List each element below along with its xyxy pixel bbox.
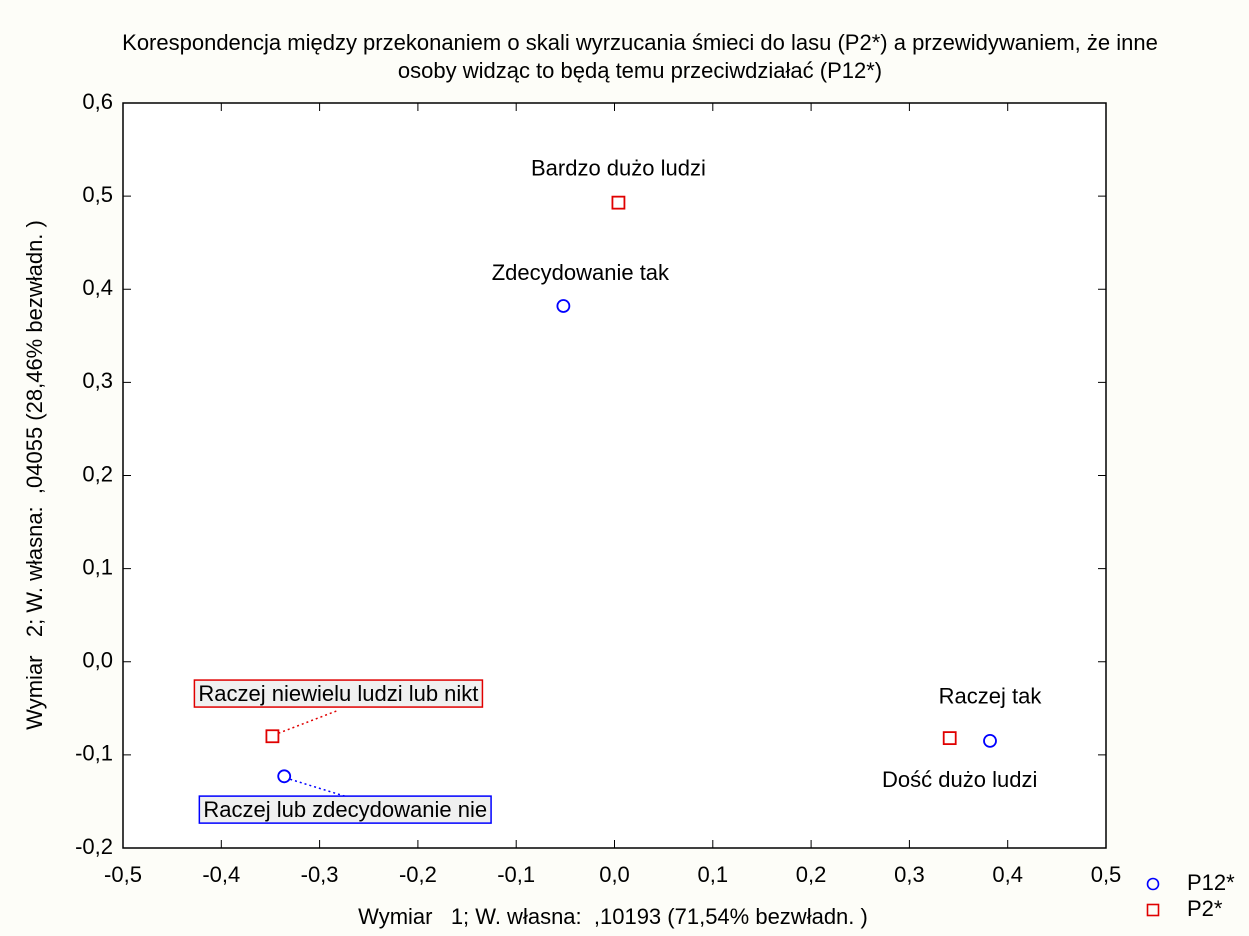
- point-label: Raczej tak: [939, 684, 1043, 709]
- x-tick-label: 0,4: [992, 862, 1023, 887]
- x-tick-label: 0,2: [796, 862, 827, 887]
- point-label: Dość dużo ludzi: [882, 767, 1037, 792]
- y-tick-label: 0,6: [82, 89, 113, 114]
- y-tick-label: 0,2: [82, 461, 113, 486]
- point: [556, 299, 571, 313]
- x-tick-label: -0,1: [497, 862, 535, 887]
- x-tick-label: -0,5: [104, 862, 142, 887]
- x-tick-label: -0,2: [399, 862, 437, 887]
- point: [277, 769, 292, 784]
- x-tick-label: 0,0: [599, 862, 630, 887]
- y-tick-label: 0,1: [82, 554, 113, 579]
- point: [942, 731, 957, 746]
- point-label: Bardzo dużo ludzi: [531, 155, 706, 180]
- label-box: [198, 795, 492, 824]
- x-tick-label: 0,5: [1091, 862, 1122, 887]
- x-tick-label: -0,3: [301, 862, 339, 887]
- leader-line: [278, 709, 339, 734]
- plot-area: [122, 102, 1107, 849]
- y-tick-label: 0,5: [82, 182, 113, 207]
- point-label: Raczej niewielu ludzi lub nikt: [198, 681, 478, 706]
- chart-title: osoby widząc to będą temu przeciwdziałać…: [398, 58, 882, 83]
- point: [265, 729, 280, 744]
- y-tick-label: 0,4: [82, 275, 113, 300]
- legend-marker: [1146, 877, 1160, 891]
- legend-marker: [1146, 903, 1160, 917]
- legend-label: P12*: [1187, 870, 1235, 895]
- x-tick-label: 0,3: [894, 862, 925, 887]
- chart-title: Korespondencja między przekonaniem o ska…: [122, 30, 1158, 55]
- point: [611, 195, 626, 210]
- y-tick-label: -0,2: [75, 834, 113, 859]
- x-tick-label: 0,1: [698, 862, 729, 887]
- point-label: Raczej lub zdecydowanie nie: [203, 797, 487, 822]
- point: [983, 734, 997, 748]
- y-axis-label: Wymiar 2; W. własna: ,04055 (28,46% bezw…: [22, 220, 47, 730]
- x-tick-label: -0,4: [202, 862, 240, 887]
- legend-label: P2*: [1187, 896, 1223, 921]
- y-tick-label: 0,0: [82, 648, 113, 673]
- point-label: Zdecydowanie tak: [492, 260, 670, 285]
- x-axis-label: Wymiar 1; W. własna: ,10193 (71,54% bezw…: [358, 904, 868, 929]
- y-tick-label: -0,1: [75, 741, 113, 766]
- y-tick-label: 0,3: [82, 368, 113, 393]
- label-box: [193, 679, 484, 708]
